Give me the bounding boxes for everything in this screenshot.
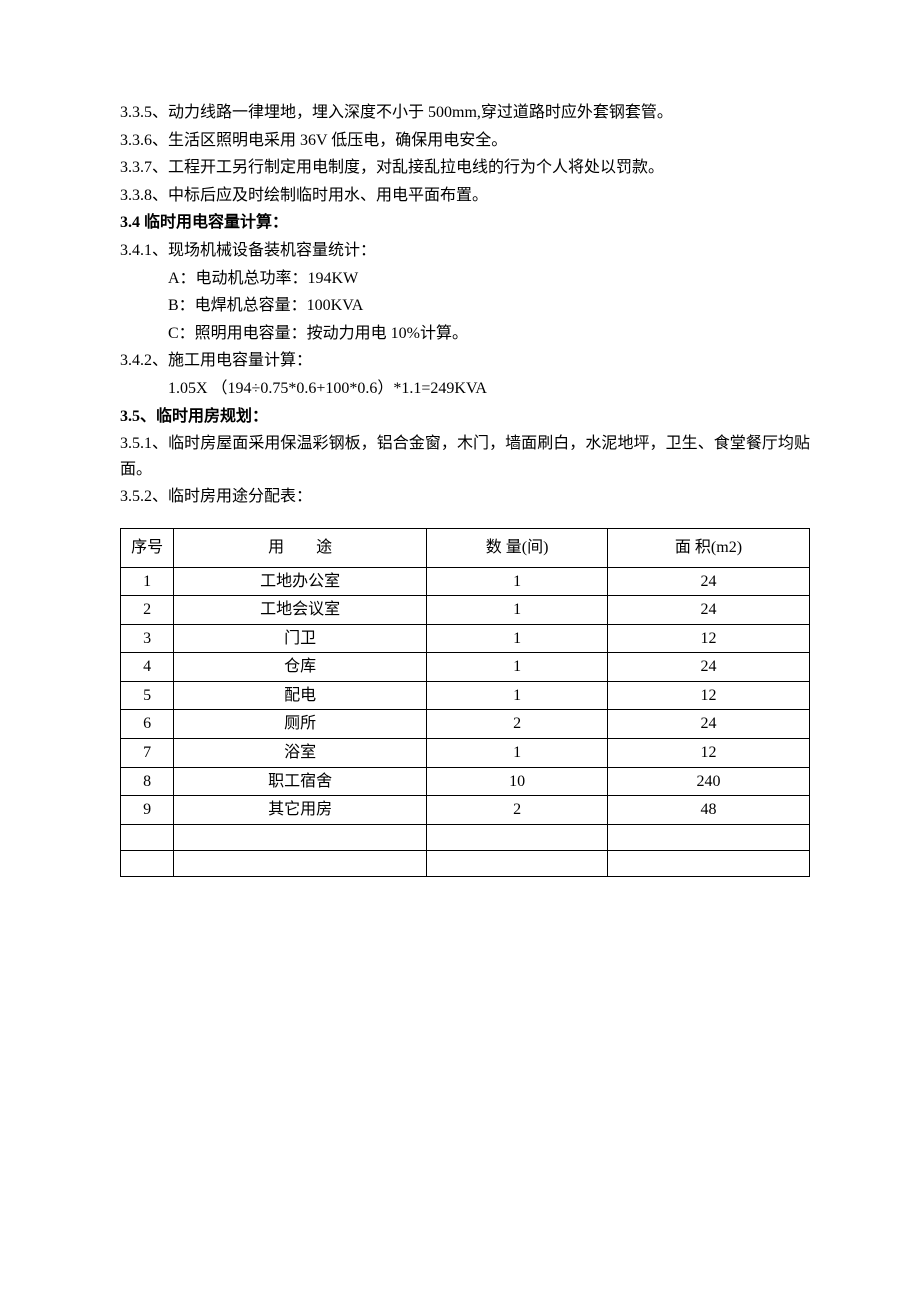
cell-seq: 7	[121, 739, 174, 768]
cell-seq: 1	[121, 567, 174, 596]
cell-usage: 浴室	[174, 739, 427, 768]
cell-area: 24	[607, 567, 809, 596]
para-3-4-2-calc: 1.05X （194÷0.75*0.6+100*0.6）*1.1=249KVA	[120, 376, 810, 402]
empty-cell	[174, 850, 427, 876]
cell-area: 12	[607, 624, 809, 653]
cell-usage: 仓库	[174, 653, 427, 682]
cell-seq: 3	[121, 624, 174, 653]
cell-area: 240	[607, 767, 809, 796]
cell-seq: 9	[121, 796, 174, 825]
cell-area: 24	[607, 710, 809, 739]
para-3-3-5: 3.3.5、动力线路一律埋地，埋入深度不小于 500mm,穿过道路时应外套钢套管…	[120, 100, 810, 126]
cell-area: 48	[607, 796, 809, 825]
para-3-5-1: 3.5.1、临时房屋面采用保温彩钢板，铝合金窗，木门，墙面刷白，水泥地坪，卫生、…	[120, 431, 810, 482]
cell-usage: 门卫	[174, 624, 427, 653]
para-3-4-1-a: A：电动机总功率：194KW	[120, 266, 810, 292]
cell-qty: 1	[427, 739, 608, 768]
table-row: 8职工宿舍10240	[121, 767, 810, 796]
cell-qty: 1	[427, 567, 608, 596]
empty-cell	[427, 824, 608, 850]
table-row: 7浴室112	[121, 739, 810, 768]
cell-usage: 配电	[174, 681, 427, 710]
table-row: 4仓库124	[121, 653, 810, 682]
heading-3-5: 3.5、临时用房规划：	[120, 404, 810, 430]
cell-qty: 1	[427, 653, 608, 682]
cell-usage: 职工宿舍	[174, 767, 427, 796]
para-3-5-2: 3.5.2、临时房用途分配表：	[120, 484, 810, 510]
empty-cell	[174, 824, 427, 850]
para-3-3-8: 3.3.8、中标后应及时绘制临时用水、用电平面布置。	[120, 183, 810, 209]
para-3-4-1: 3.4.1、现场机械设备装机容量统计：	[120, 238, 810, 264]
cell-area: 24	[607, 653, 809, 682]
table-header-row: 序号 用 途 数 量(间) 面 积(m2)	[121, 528, 810, 567]
header-seq: 序号	[121, 528, 174, 567]
empty-cell	[427, 850, 608, 876]
cell-qty: 1	[427, 596, 608, 625]
cell-qty: 10	[427, 767, 608, 796]
cell-area: 24	[607, 596, 809, 625]
allocation-table: 序号 用 途 数 量(间) 面 积(m2) 1工地办公室1242工地会议室124…	[120, 528, 810, 877]
cell-seq: 6	[121, 710, 174, 739]
cell-usage: 工地会议室	[174, 596, 427, 625]
para-3-3-7: 3.3.7、工程开工另行制定用电制度，对乱接乱拉电线的行为个人将处以罚款。	[120, 155, 810, 181]
header-area: 面 积(m2)	[607, 528, 809, 567]
table-empty-row	[121, 850, 810, 876]
para-3-4-2: 3.4.2、施工用电容量计算：	[120, 348, 810, 374]
cell-qty: 1	[427, 681, 608, 710]
cell-qty: 2	[427, 796, 608, 825]
para-3-3-6: 3.3.6、生活区照明电采用 36V 低压电，确保用电安全。	[120, 128, 810, 154]
empty-cell	[607, 850, 809, 876]
cell-qty: 2	[427, 710, 608, 739]
cell-seq: 2	[121, 596, 174, 625]
header-usage: 用 途	[174, 528, 427, 567]
cell-seq: 4	[121, 653, 174, 682]
header-qty: 数 量(间)	[427, 528, 608, 567]
cell-seq: 8	[121, 767, 174, 796]
empty-cell	[121, 824, 174, 850]
table-row: 3门卫112	[121, 624, 810, 653]
table-row: 1工地办公室124	[121, 567, 810, 596]
cell-area: 12	[607, 739, 809, 768]
para-3-4-1-b: B：电焊机总容量：100KVA	[120, 293, 810, 319]
cell-usage: 厕所	[174, 710, 427, 739]
cell-usage: 其它用房	[174, 796, 427, 825]
empty-cell	[121, 850, 174, 876]
table-empty-row	[121, 824, 810, 850]
heading-3-4: 3.4 临时用电容量计算：	[120, 210, 810, 236]
cell-seq: 5	[121, 681, 174, 710]
cell-qty: 1	[427, 624, 608, 653]
cell-area: 12	[607, 681, 809, 710]
para-3-4-1-c: C：照明用电容量：按动力用电 10%计算。	[120, 321, 810, 347]
table-row: 5配电112	[121, 681, 810, 710]
table-row: 6厕所224	[121, 710, 810, 739]
cell-usage: 工地办公室	[174, 567, 427, 596]
empty-cell	[607, 824, 809, 850]
table-row: 9其它用房248	[121, 796, 810, 825]
table-row: 2工地会议室124	[121, 596, 810, 625]
